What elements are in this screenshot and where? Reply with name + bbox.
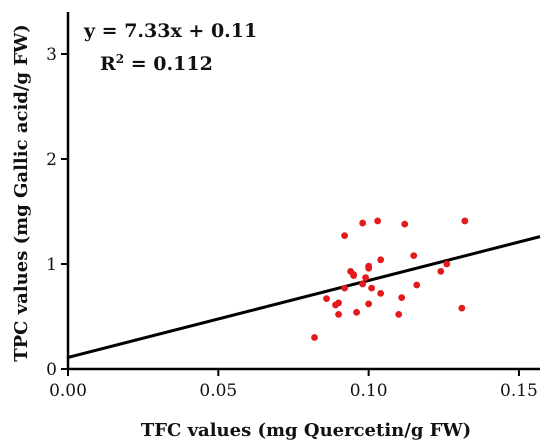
data-point xyxy=(413,281,421,289)
data-point xyxy=(401,220,409,228)
data-point xyxy=(341,284,348,292)
data-point xyxy=(359,280,367,288)
data-point xyxy=(335,299,342,307)
plot-lines xyxy=(66,12,541,371)
x-axis-title: TFC values (mg Quercetin/g FW) xyxy=(141,420,471,441)
r-squared-value: = 0.112 xyxy=(124,53,213,75)
data-point xyxy=(395,311,403,318)
y-tick-label: 1 xyxy=(46,255,57,275)
data-point xyxy=(335,311,342,318)
regression-line xyxy=(67,235,541,359)
data-point xyxy=(458,304,466,312)
x-tick-label: 0.00 xyxy=(49,381,87,401)
data-point xyxy=(359,219,367,227)
y-axis-title: TPC values (mg Gallic acid/g FW) xyxy=(11,24,32,362)
data-point xyxy=(365,300,373,308)
r-squared-symbol: R xyxy=(100,53,116,75)
data-point xyxy=(410,252,418,259)
data-point xyxy=(374,217,382,225)
regression-equation: y = 7.33x + 0.11 xyxy=(83,20,257,42)
data-point xyxy=(368,284,376,292)
data-point xyxy=(353,308,361,316)
y-tick-label: 3 xyxy=(46,45,57,65)
data-points xyxy=(311,217,469,341)
r-squared-superscript: 2 xyxy=(116,52,124,66)
y-tick-label: 0 xyxy=(46,360,57,380)
data-point xyxy=(362,274,370,282)
x-tick-label: 0.05 xyxy=(199,381,237,401)
data-point xyxy=(350,271,358,278)
data-point xyxy=(365,264,373,272)
r-squared-annotation: R2 = 0.112 xyxy=(100,52,213,75)
x-tick-label: 0.10 xyxy=(350,381,388,401)
y-tick-label: 2 xyxy=(46,150,57,170)
data-point xyxy=(341,232,348,240)
data-point xyxy=(443,260,451,268)
x-tick-label: 0.15 xyxy=(500,381,538,401)
data-point xyxy=(323,295,330,303)
data-point xyxy=(377,290,385,297)
data-point xyxy=(377,256,385,264)
data-point xyxy=(437,267,445,275)
data-point xyxy=(461,217,469,225)
data-point xyxy=(398,294,406,301)
data-point xyxy=(311,334,318,341)
axis-ticks: 0.00 0.05 0.10 0.15 0 1 2 3 xyxy=(46,45,538,401)
